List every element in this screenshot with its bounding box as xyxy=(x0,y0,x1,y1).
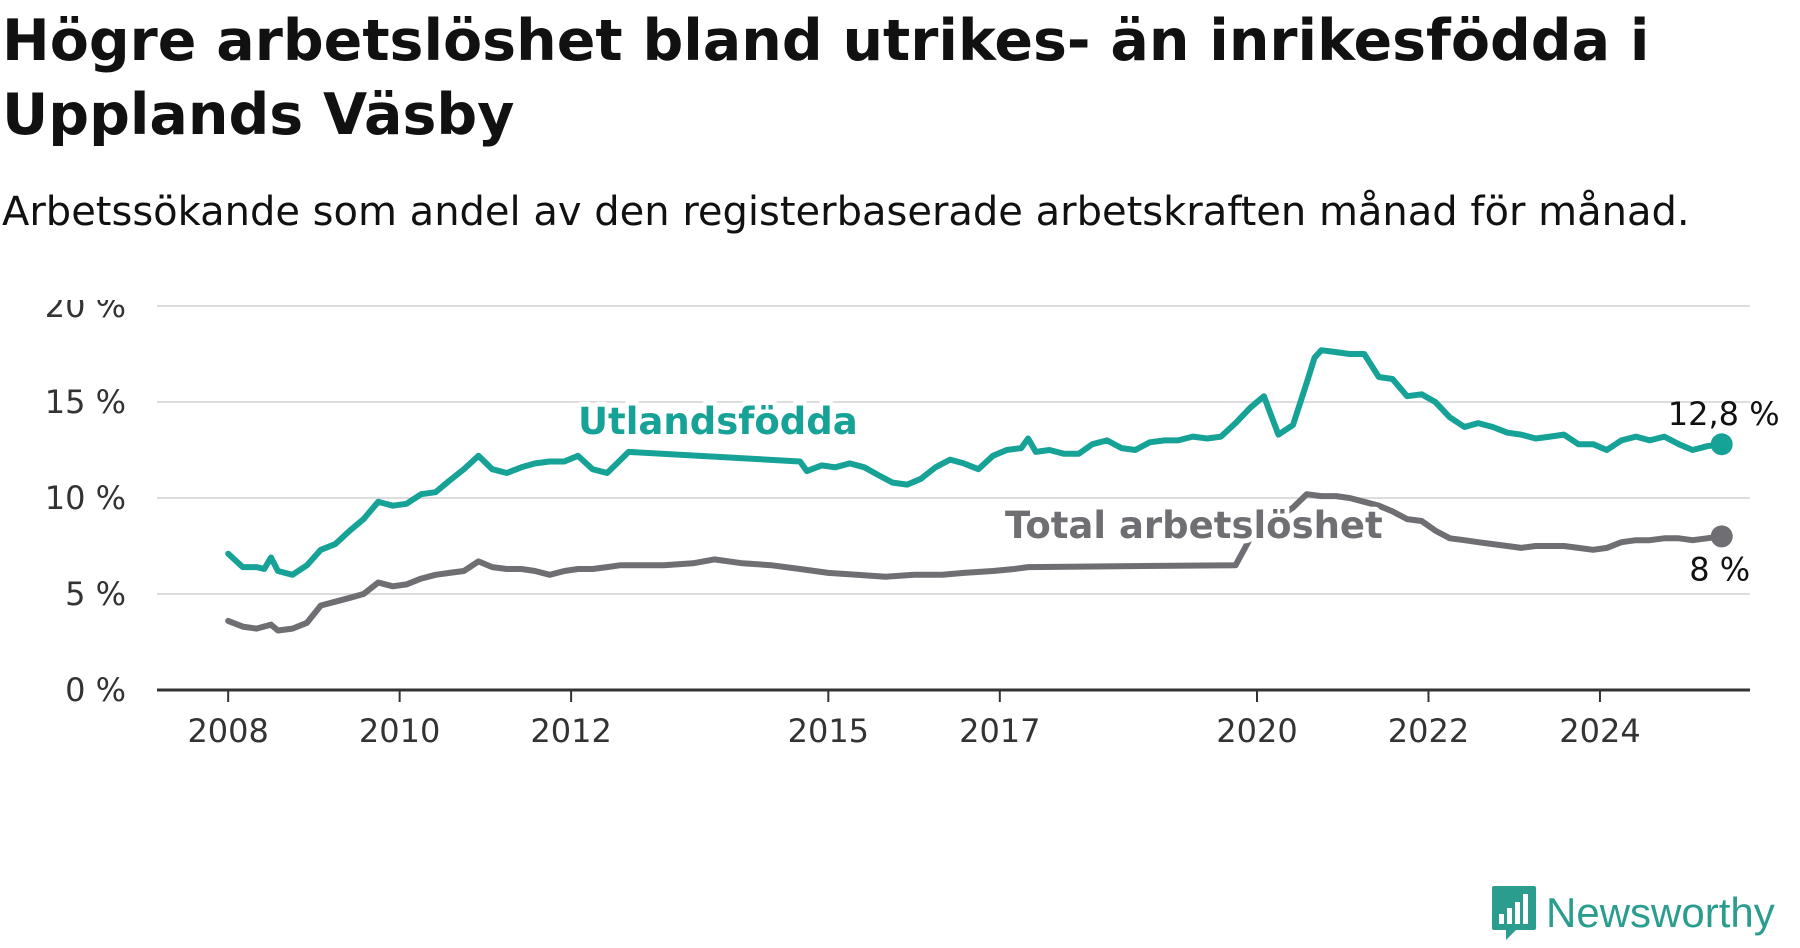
y-tick-label: 5 % xyxy=(65,575,126,613)
x-tick-label: 2024 xyxy=(1559,712,1640,750)
end-label-utlandsfodda: 12,8 % xyxy=(1668,395,1780,433)
end-point-marker xyxy=(1710,433,1733,456)
y-tick-label: 20 % xyxy=(45,300,126,325)
x-tick-label: 2017 xyxy=(959,712,1040,750)
x-tick-label: 2020 xyxy=(1216,712,1297,750)
x-tick-label: 2008 xyxy=(187,712,268,750)
series-label-total-halo: Total arbetslöshet xyxy=(1005,504,1383,547)
x-tick-label: 2015 xyxy=(788,712,869,750)
series-lines xyxy=(225,347,1733,634)
x-tick-label: 2022 xyxy=(1388,712,1469,750)
end-label-total: 8 % xyxy=(1689,550,1750,588)
line-total-arbetsloshet xyxy=(225,491,1725,634)
y-tick-label: 0 % xyxy=(65,671,126,709)
y-axis-ticks: 0 % 5 % 10 % 15 % 20 % xyxy=(45,300,126,709)
y-tick-label: 15 % xyxy=(45,383,126,421)
line-chart: 0 %5 %10 %15 %20 % 2008 2010 2012 2015 2017 2… xyxy=(45,300,1780,750)
x-tick-label: 2010 xyxy=(359,712,440,750)
series-label-utlandsfodda: Utlandsfödda xyxy=(578,400,858,443)
chart-subtitle: Arbetssökande som andel av den registerb… xyxy=(2,189,1690,235)
newsworthy-logo: Newsworthy xyxy=(1490,883,1775,943)
x-axis-ticks: 2008 2010 2012 2015 2017 2020 2022 2024 xyxy=(187,690,1641,750)
line-utlandsfodda xyxy=(225,347,1725,578)
logo-text: Newsworthy xyxy=(1546,889,1775,936)
x-tick-label: 2012 xyxy=(530,712,611,750)
bar-chart-bubble-icon xyxy=(1492,886,1536,940)
series-label-total: Total arbetslöshet xyxy=(1005,504,1383,547)
end-point-marker xyxy=(1710,525,1733,548)
grid-lines xyxy=(157,305,1750,692)
chart-title: Högre arbetslöshet bland utrikes- än inr… xyxy=(2,8,1650,148)
y-tick-label: 10 % xyxy=(45,479,126,517)
series-label-utlandsfodda-halo: Utlandsfödda xyxy=(578,400,858,443)
